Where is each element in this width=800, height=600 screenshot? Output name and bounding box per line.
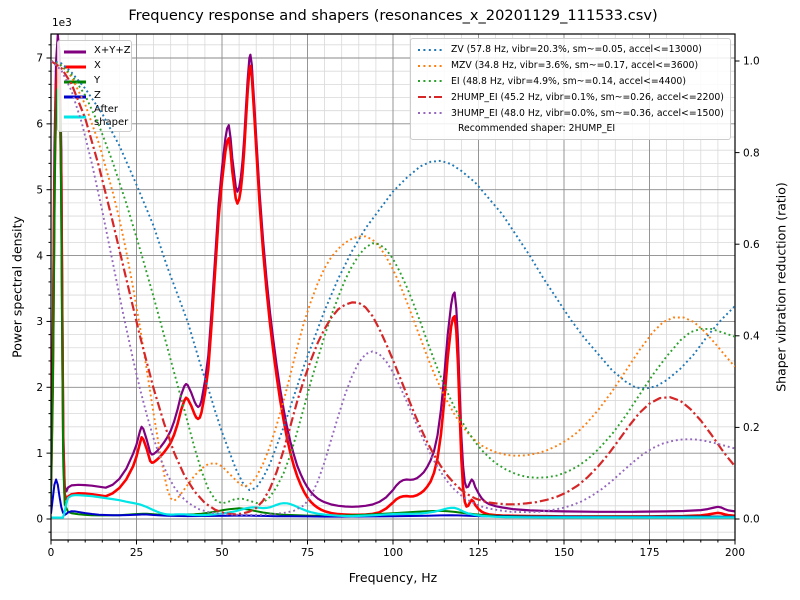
y-axis-offset-text: 1e3 [52,17,72,29]
left-y-tick-label: 5 [36,184,43,196]
legend-dotted-sample [418,112,443,115]
legend-item-label: MZV (34.8 Hz, vibr=3.6%, sm~=0.17, accel… [451,60,699,72]
left-y-tick-label: 7 [36,53,43,65]
x-tick-label: 0 [48,547,55,559]
legend-line-sample [64,80,86,83]
legend-item: MZV (34.8 Hz, vibr=3.6%, sm~=0.17, accel… [417,58,724,74]
right-y-tick-label: 0.2 [743,422,760,434]
legend-item: X+Y+Z [63,44,131,59]
left-y-tick-label: 0 [36,514,43,526]
legend-line-sample [64,50,86,53]
left-y-tick-label: 2 [36,382,43,394]
legend-item: 2HUMP_EI (45.2 Hz, vibr=0.1%, sm~=0.26, … [417,89,724,105]
recommended-shaper-text: Recommended shaper: 2HUMP_EI [458,123,616,135]
left-y-tick-label: 4 [36,250,43,262]
x-tick-label: 175 [639,547,659,559]
legend-item-label: X+Y+Z [94,45,131,57]
legend-item: X [63,59,126,74]
legend-line-sample [64,115,86,118]
x-tick-label: 125 [468,547,488,559]
x-tick-label: 200 [725,547,745,559]
legend-item: 3HUMP_EI (48.0 Hz, vibr=0.0%, sm~=0.36, … [417,105,724,121]
legend-item-label: EI (48.8 Hz, vibr=4.9%, sm~=0.14, accel<… [451,75,686,87]
legend-item-label: X [94,60,101,72]
right-y-tick-label: 1.0 [743,56,760,68]
right-y-axis-label: Shaper vibration reduction (ratio) [773,182,789,392]
legend-recommended-row: Recommended shaper: 2HUMP_EI [417,121,724,137]
right-y-tick-label: 0.8 [743,147,760,159]
shaper-legend: ZV (57.8 Hz, vibr=20.3%, sm~=0.05, accel… [410,38,731,140]
legend-item: Y [63,74,126,89]
left-y-tick-label: 3 [36,316,43,328]
legend-line-sample [64,95,86,98]
legend-dotted-sample [418,64,443,67]
legend-item: ZV (57.8 Hz, vibr=20.3%, sm~=0.05, accel… [417,42,724,58]
legend-item: After shaper [63,104,129,129]
legend-item-label: Z [94,90,101,102]
right-y-tick-label: 0.4 [743,331,760,343]
psd-legend: X+Y+Z X Y Z After shaper [57,40,132,132]
legend-dotted-sample [418,80,443,83]
legend-item-label: 2HUMP_EI (45.2 Hz, vibr=0.1%, sm~=0.26, … [451,91,724,103]
legend-item-label: ZV (57.8 Hz, vibr=20.3%, sm~=0.05, accel… [451,44,702,56]
x-tick-label: 150 [554,547,574,559]
legend-line-sample [64,65,86,68]
left-y-axis-label: Power spectral density [9,216,25,358]
left-y-tick-label: 1 [36,448,43,460]
right-y-tick-label: 0.0 [743,514,760,526]
legend-item: EI (48.8 Hz, vibr=4.9%, sm~=0.14, accel<… [417,74,724,90]
legend-dashdot-sample [418,96,443,99]
x-tick-label: 25 [130,547,143,559]
x-tick-label: 75 [301,547,314,559]
left-y-tick-label: 6 [36,119,43,131]
chart-title: Frequency response and shapers (resonanc… [128,7,658,24]
tick-labels: 0 25 50 75 100 125 150 175 200 0 1 2 3 4 5 6 7 0.0 0.2 0.4 0… [36,53,760,559]
x-tick-label: 100 [383,547,403,559]
right-y-tick-label: 0.6 [743,239,760,251]
x-axis-label: Frequency, Hz [348,570,438,585]
legend-item-label: After shaper [94,104,129,128]
x-tick-label: 50 [215,547,228,559]
legend-item-label: 3HUMP_EI (48.0 Hz, vibr=0.0%, sm~=0.36, … [451,107,724,119]
legend-dotted-sample [418,48,443,51]
legend-item-label: Y [94,75,101,87]
legend-item: Z [63,89,126,104]
